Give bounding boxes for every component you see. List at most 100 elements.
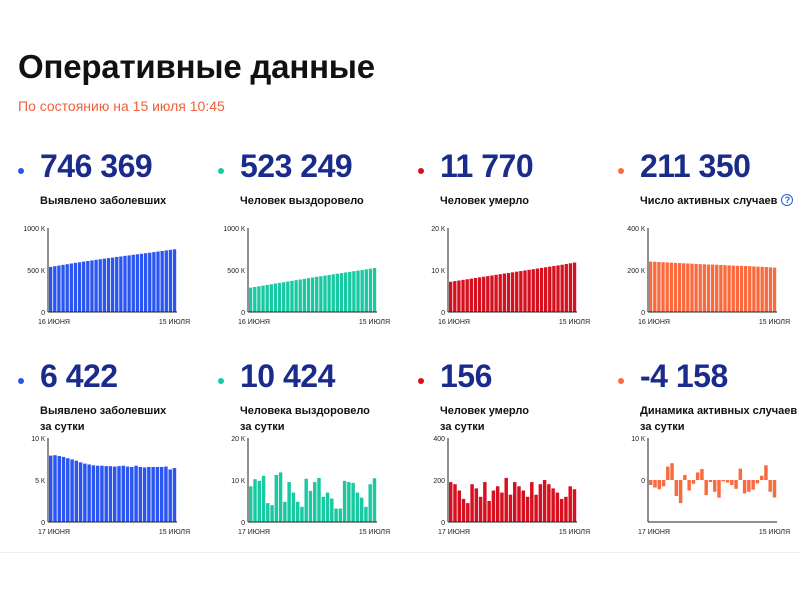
bar <box>331 274 335 312</box>
bar <box>134 465 138 522</box>
bar <box>477 277 482 312</box>
bar <box>261 285 265 312</box>
bar <box>95 465 100 522</box>
metric-label-line: за сутки <box>640 421 685 433</box>
bar <box>83 463 87 522</box>
y-tick-label: 0 <box>241 310 245 317</box>
bar <box>751 480 755 490</box>
bar <box>160 251 164 312</box>
bar <box>148 252 152 312</box>
bar <box>302 278 307 312</box>
bar <box>513 482 517 522</box>
bar <box>368 484 372 522</box>
bar <box>461 498 466 522</box>
bar <box>717 480 721 498</box>
bar <box>265 284 269 312</box>
bar <box>661 262 665 312</box>
bar <box>270 505 274 522</box>
bar <box>298 279 302 312</box>
bar <box>102 258 107 312</box>
series-dot <box>18 168 24 174</box>
bar <box>286 281 290 312</box>
bar <box>90 260 94 312</box>
bar <box>466 503 470 522</box>
metric-label-line: Число активных случаев? <box>640 193 794 209</box>
y-tick-label: 20 К <box>431 226 446 233</box>
series-dot <box>218 168 224 174</box>
headline-value: 10 424 <box>240 358 335 394</box>
y-tick-label: 10 К <box>431 268 446 275</box>
bar <box>691 480 696 484</box>
bar <box>760 266 764 312</box>
x-tick-label-start: 16 ИЮНЯ <box>238 319 270 326</box>
bar <box>715 264 719 312</box>
y-tick-label: 400 <box>433 436 445 443</box>
bar <box>131 254 135 312</box>
x-tick-label-end: 15 ИЮЛЯ <box>159 319 190 326</box>
bar <box>73 262 78 312</box>
bar <box>142 467 147 522</box>
bar <box>347 482 351 522</box>
bar <box>49 455 53 522</box>
bar <box>70 459 74 522</box>
bar <box>130 466 134 522</box>
bar <box>74 460 79 522</box>
bar <box>661 480 666 487</box>
metric-label-line: Человек умерло <box>440 405 529 417</box>
bar <box>123 255 127 312</box>
bar <box>253 286 257 312</box>
bar <box>282 282 286 312</box>
series-dot <box>418 168 424 174</box>
x-tick-label-end: 15 ИЮЛЯ <box>559 319 590 326</box>
bar <box>53 266 57 312</box>
metric-label-line: Человек выздоровело <box>240 195 364 207</box>
bar <box>283 501 287 522</box>
bar <box>317 477 321 522</box>
bar <box>249 486 253 522</box>
bar <box>747 480 751 492</box>
metric-label-line: за сутки <box>240 421 285 433</box>
bar <box>772 267 777 312</box>
bar <box>127 255 131 312</box>
bar <box>348 271 352 312</box>
bar <box>564 264 568 312</box>
x-tick-label-end: 15 ИЮЛЯ <box>759 319 790 326</box>
divider <box>0 552 800 553</box>
bar <box>674 480 679 496</box>
bar-chart: 0 200 400 17 ИЮНЯ 15 ИЮЛЯ <box>433 436 590 536</box>
bar <box>453 484 457 522</box>
bar <box>168 249 173 312</box>
bar <box>673 262 678 312</box>
bar <box>543 267 548 312</box>
x-tick-label-end: 15 ИЮЛЯ <box>359 529 390 536</box>
bar <box>335 273 340 312</box>
bar <box>87 464 91 522</box>
stat-card: 6 422 Выявлено заболевших за сутки 0 5 К 10 К… <box>18 358 208 568</box>
bar <box>719 264 723 312</box>
bar <box>257 286 261 312</box>
bar <box>100 465 104 522</box>
bar <box>694 263 698 312</box>
bar <box>355 492 360 522</box>
bar <box>461 279 465 312</box>
y-tick-label: 0 <box>441 310 445 317</box>
bar <box>551 488 555 522</box>
bar <box>449 281 453 312</box>
bar <box>738 468 743 480</box>
bar <box>310 277 315 312</box>
bar <box>364 506 368 522</box>
bar <box>57 265 61 312</box>
headline-value: 6 422 <box>40 358 118 394</box>
bar <box>721 480 725 482</box>
bar <box>113 466 117 522</box>
help-icon[interactable]: ? <box>781 194 794 206</box>
bar <box>539 267 544 312</box>
bar <box>65 264 69 312</box>
bar <box>266 503 270 522</box>
bar <box>273 283 278 312</box>
bar <box>119 256 123 312</box>
bar <box>138 466 143 522</box>
bar <box>356 270 360 312</box>
y-tick-label: 10 К <box>231 478 246 485</box>
y-tick-label: 0 <box>241 520 245 527</box>
